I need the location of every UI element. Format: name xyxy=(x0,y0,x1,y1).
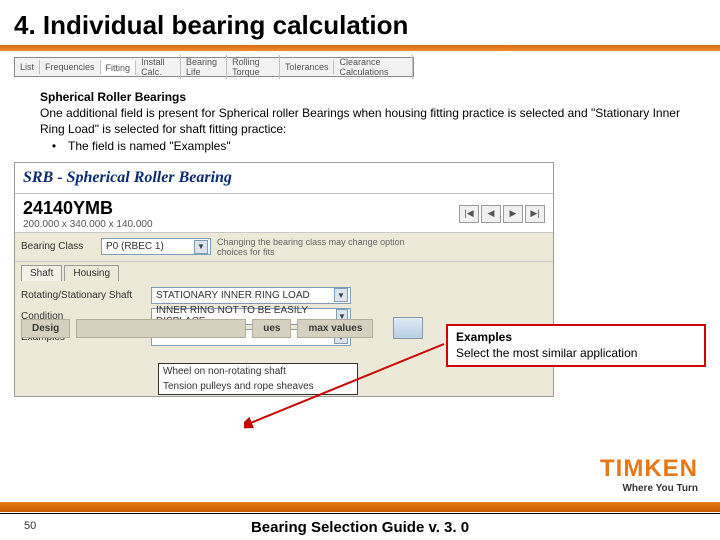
seg: max values xyxy=(297,319,373,338)
nav-next[interactable]: ▶ xyxy=(503,205,523,223)
chevron-down-icon: ▼ xyxy=(194,240,208,254)
tab-list[interactable]: List xyxy=(15,60,40,74)
callout-box: Examples Select the most similar applica… xyxy=(446,324,706,367)
body-bullet: • The field is named "Examples" xyxy=(40,138,692,154)
tab-clearance[interactable]: Clearance Calculations xyxy=(334,55,413,79)
tab-housing[interactable]: Housing xyxy=(64,265,119,281)
tab-fitting[interactable]: Fitting xyxy=(101,60,137,75)
tab-tolerances[interactable]: Tolerances xyxy=(280,60,335,74)
title-underline xyxy=(0,45,720,51)
bearing-class-dropdown[interactable]: P0 (RBEC 1) ▼ xyxy=(101,238,211,255)
seg xyxy=(76,319,246,338)
footer-title: Bearing Selection Guide v. 3. 0 xyxy=(0,519,720,536)
rot-dropdown[interactable]: STATIONARY INNER RING LOAD ▼ xyxy=(151,287,351,304)
tab-torque[interactable]: Rolling Torque xyxy=(227,55,280,79)
bottom-band: Desig ues max values xyxy=(21,319,373,338)
chevron-down-icon: ▼ xyxy=(334,288,348,302)
examples-listbox[interactable]: Wheel on non-rotating shaft Tension pull… xyxy=(158,363,358,395)
list-item[interactable]: Wheel on non-rotating shaft xyxy=(159,364,357,379)
part-header: 24140YMB 200.000 x 340.000 x 140.000 |◀ … xyxy=(15,194,553,232)
tab-life[interactable]: Bearing Life xyxy=(181,55,227,79)
bearing-class-label: Bearing Class xyxy=(21,241,101,252)
callout-text: Select the most similar application xyxy=(456,346,696,362)
bullet-dot: • xyxy=(40,138,68,154)
part-dims: 200.000 x 340.000 x 140.000 xyxy=(23,219,153,230)
nav-buttons: |◀ ◀ ▶ ▶| xyxy=(459,205,545,223)
inner-tabs: Shaft Housing xyxy=(15,261,553,281)
body-line: One additional field is present for Sphe… xyxy=(40,105,692,137)
footer-line xyxy=(0,513,720,514)
brand-tagline: Where You Turn xyxy=(600,483,698,494)
bearing-class-hint2: choices for fits xyxy=(217,247,405,257)
callout-heading: Examples xyxy=(456,330,696,346)
app-title: SRB - Spherical Roller Bearing xyxy=(15,163,553,194)
tab-frequencies[interactable]: Frequencies xyxy=(40,60,101,74)
bearing-class-row: Bearing Class P0 (RBEC 1) ▼ Changing the… xyxy=(15,232,553,261)
screenshot-tab-strip: List Frequencies Fitting Install Calc. B… xyxy=(14,57,414,77)
bullet-text: The field is named "Examples" xyxy=(68,138,231,154)
body-heading: Spherical Roller Bearings xyxy=(40,89,692,105)
bearing-class-value: P0 (RBEC 1) xyxy=(106,241,164,252)
brand-logo: TIMKEN Where You Turn xyxy=(600,455,698,494)
footer-band xyxy=(0,502,720,512)
tab-shaft[interactable]: Shaft xyxy=(21,265,62,281)
nav-first[interactable]: |◀ xyxy=(459,205,479,223)
nav-prev[interactable]: ◀ xyxy=(481,205,501,223)
part-id: 24140YMB xyxy=(23,198,153,219)
list-item[interactable]: Tension pulleys and rope sheaves xyxy=(159,379,357,394)
brand-mark: TIMKEN xyxy=(600,455,698,483)
slide-title: 4. Individual bearing calculation xyxy=(0,0,720,45)
rot-label: Rotating/Stationary Shaft xyxy=(21,290,151,301)
nav-last[interactable]: ▶| xyxy=(525,205,545,223)
body-text: Spherical Roller Bearings One additional… xyxy=(40,89,692,154)
bearing-icon xyxy=(393,317,423,339)
bearing-class-hint: Changing the bearing class may change op… xyxy=(217,237,405,247)
seg: Desig xyxy=(21,319,70,338)
seg: ues xyxy=(252,319,291,338)
tab-install[interactable]: Install Calc. xyxy=(136,55,181,79)
rot-value: STATIONARY INNER RING LOAD xyxy=(156,290,310,301)
